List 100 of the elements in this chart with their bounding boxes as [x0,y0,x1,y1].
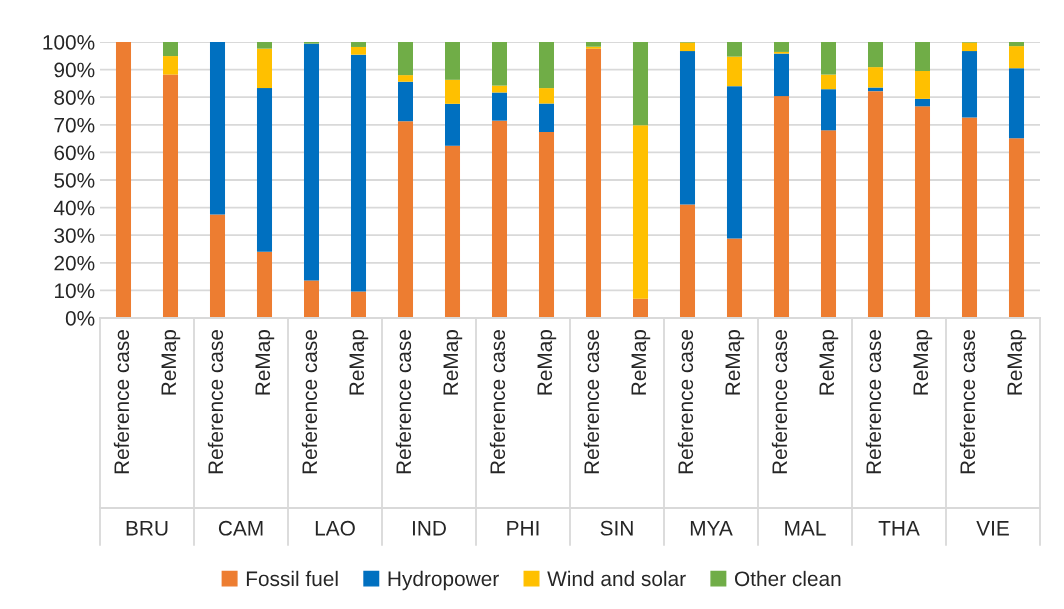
bar [914,42,931,71]
bar [491,120,508,318]
x-tick-label: ReMap [161,329,181,395]
y-tick-label: 90% [54,62,95,78]
x-tick-label: Reference case [959,330,976,474]
bar [961,51,978,118]
bar [914,70,931,99]
bar [350,42,367,47]
bar [632,298,649,318]
bar [538,88,555,104]
bar [256,48,273,89]
bar [679,42,696,52]
x-tick-label: ReMap [819,329,839,395]
text: BRU [126,521,168,536]
bar [444,145,461,318]
bar [256,42,273,49]
bar [914,98,931,107]
x-tick-label: Reference case [583,330,600,474]
bar [350,54,367,292]
x-tick-label: Reference case [677,330,694,474]
bar [914,106,931,318]
text: LAO [315,520,355,536]
x-tick-label: Reference case [113,330,130,474]
legend-label: Other clean [734,570,841,587]
bar [115,42,132,318]
bar [961,42,978,52]
bar [256,88,273,252]
y-tick-label: 40% [53,200,95,216]
bar [491,85,508,93]
bar [491,42,508,86]
y-tick-label: 80% [54,90,95,105]
bar [397,81,414,122]
bar [162,42,179,57]
bar [726,238,743,318]
y-tick-label: 100% [43,35,95,50]
bar [773,53,790,97]
text: MAL [785,521,826,536]
y-tick-label: 60% [54,145,95,161]
x-tick-label: ReMap [537,329,557,395]
x-tick-label: Reference case [207,330,224,474]
y-tick-label: 10% [55,283,95,299]
bar [820,42,837,75]
y-tick-label: 30% [54,228,95,243]
x-tick-label: Reference case [395,330,412,474]
x-tick-label: ReMap [725,329,745,395]
text: VIE [976,521,1009,536]
bar [538,103,555,132]
y-tick-label: 20% [54,255,95,271]
bar [726,42,743,57]
y-tick-label: 0% [65,311,95,326]
bar [397,75,414,82]
x-tick-label: ReMap [349,329,369,395]
x-tick-label: ReMap [443,329,463,395]
bar [867,42,884,68]
bar [961,117,978,318]
bar [679,51,696,205]
bar [1008,42,1025,47]
x-tick-label: ReMap [631,329,651,395]
text: IND [412,521,446,536]
x-tick-label: ReMap [913,329,933,395]
bar [632,125,649,299]
text: THA [878,521,920,536]
bar [397,121,414,318]
bar [820,130,837,318]
x-tick-label: Reference case [865,330,882,474]
bar [491,92,508,121]
bar [350,46,367,55]
x-tick-label: Reference case [771,330,788,474]
bar [162,56,179,75]
bar [726,86,743,239]
bar [773,42,790,52]
bar [444,42,461,80]
text: PHI [507,521,539,536]
bar [867,67,884,88]
legend-label: Hydropower [388,570,499,591]
bar [726,56,743,87]
bar [538,131,555,318]
bar [632,42,649,126]
bar [444,103,461,146]
bar [773,96,790,318]
bar [209,214,226,318]
bar [350,291,367,318]
bar [820,74,837,90]
bar [1008,138,1025,318]
bar [1008,46,1025,69]
x-tick-label: Reference case [301,330,318,474]
text: MYA [690,521,733,536]
bar [397,42,414,76]
bar [585,48,602,318]
bar [303,280,320,318]
x-tick-label: Reference case [489,330,506,474]
bar [820,89,837,131]
bar [867,91,884,318]
legend-label: Wind and solar [547,570,686,587]
bar [585,42,602,47]
bar [679,204,696,318]
bar [538,42,555,89]
bar [162,74,179,318]
y-tick-label: 70% [54,117,95,133]
legend-label: Fossil fuel [246,570,338,587]
